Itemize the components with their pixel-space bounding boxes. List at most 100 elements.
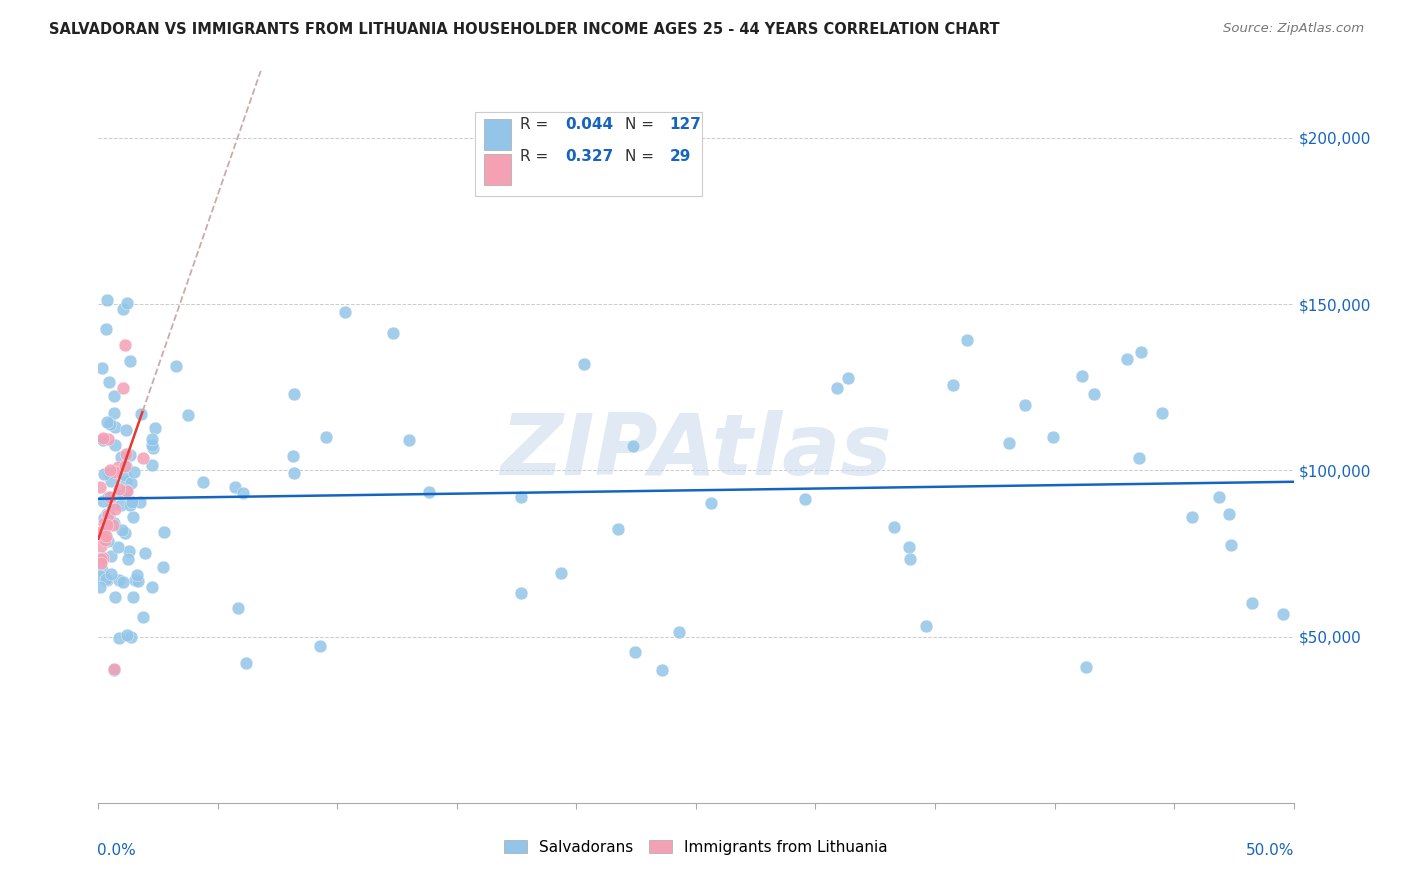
Point <box>108 482 131 496</box>
Text: SALVADORAN VS IMMIGRANTS FROM LITHUANIA HOUSEHOLDER INCOME AGES 25 - 44 YEARS CO: SALVADORAN VS IMMIGRANTS FROM LITHUANIA … <box>49 22 1000 37</box>
Point <box>91 431 114 445</box>
Point <box>97 467 120 481</box>
Point <box>837 370 859 384</box>
Point <box>101 518 124 533</box>
Point <box>121 495 143 509</box>
Point <box>110 487 132 501</box>
Point <box>1115 352 1137 367</box>
Point <box>114 423 136 437</box>
Point <box>112 381 135 395</box>
Point <box>883 520 905 534</box>
Point <box>115 484 138 499</box>
Point <box>120 630 142 644</box>
Point <box>281 449 304 463</box>
Point <box>112 574 135 589</box>
Point <box>1272 607 1295 621</box>
Point <box>651 663 673 677</box>
Point <box>98 508 121 523</box>
Text: 0.044: 0.044 <box>565 117 614 132</box>
Point <box>165 359 187 374</box>
Point <box>621 439 644 453</box>
Point <box>550 566 572 581</box>
Point <box>668 625 690 640</box>
Point <box>1219 539 1241 553</box>
Point <box>115 474 138 488</box>
Point <box>111 301 134 316</box>
Point <box>118 354 141 368</box>
Point <box>1083 386 1105 401</box>
Point <box>96 574 118 588</box>
Point <box>232 485 254 500</box>
Point <box>93 467 115 481</box>
Point <box>118 498 141 512</box>
Point <box>104 502 127 516</box>
Text: ZIPAtlas: ZIPAtlas <box>501 410 891 493</box>
Point <box>127 574 149 588</box>
Point <box>90 539 112 553</box>
Point <box>91 494 114 508</box>
Point <box>141 458 163 472</box>
Point <box>382 326 405 340</box>
Point <box>997 436 1019 450</box>
Point <box>793 492 815 507</box>
Point <box>93 433 115 447</box>
Point <box>333 304 356 318</box>
Point <box>177 408 200 422</box>
Point <box>120 475 142 490</box>
Point <box>141 580 163 594</box>
Point <box>418 485 440 500</box>
Point <box>97 375 120 389</box>
Point <box>101 498 124 512</box>
Point <box>1208 490 1230 504</box>
Point <box>1130 345 1153 359</box>
Point <box>94 533 117 548</box>
Point <box>93 516 115 530</box>
Point <box>226 601 249 615</box>
Point <box>152 559 174 574</box>
Point <box>127 568 149 582</box>
Point <box>114 467 136 482</box>
Point <box>110 450 132 465</box>
Point <box>103 662 125 676</box>
Point <box>1150 406 1173 420</box>
FancyBboxPatch shape <box>485 154 510 185</box>
Point <box>98 417 121 431</box>
Point <box>193 475 215 489</box>
Point <box>89 480 111 494</box>
Point <box>141 438 163 452</box>
Point <box>91 550 114 565</box>
Point <box>132 609 155 624</box>
Point <box>624 645 647 659</box>
Point <box>315 430 337 444</box>
Point <box>103 389 125 403</box>
Text: 29: 29 <box>669 150 692 164</box>
Point <box>510 490 533 504</box>
Point <box>107 541 129 555</box>
Point <box>131 451 153 466</box>
Point <box>90 361 112 376</box>
Point <box>117 552 139 566</box>
Point <box>98 463 121 477</box>
Point <box>104 591 127 605</box>
Point <box>107 459 129 474</box>
Point <box>94 515 117 529</box>
Point <box>122 465 145 479</box>
Point <box>114 337 136 351</box>
Point <box>283 386 305 401</box>
Point <box>956 333 979 347</box>
FancyBboxPatch shape <box>475 112 702 195</box>
Text: R =: R = <box>520 117 554 132</box>
Point <box>104 466 127 480</box>
Point <box>97 432 120 446</box>
Point <box>1181 509 1204 524</box>
Point <box>89 568 111 582</box>
Point <box>114 459 136 474</box>
Point <box>114 447 136 461</box>
Point <box>142 441 165 455</box>
Text: 0.0%: 0.0% <box>97 843 136 858</box>
Point <box>90 524 112 539</box>
Point <box>111 524 134 538</box>
Point <box>90 564 112 578</box>
Point <box>93 511 115 525</box>
Point <box>897 541 920 555</box>
